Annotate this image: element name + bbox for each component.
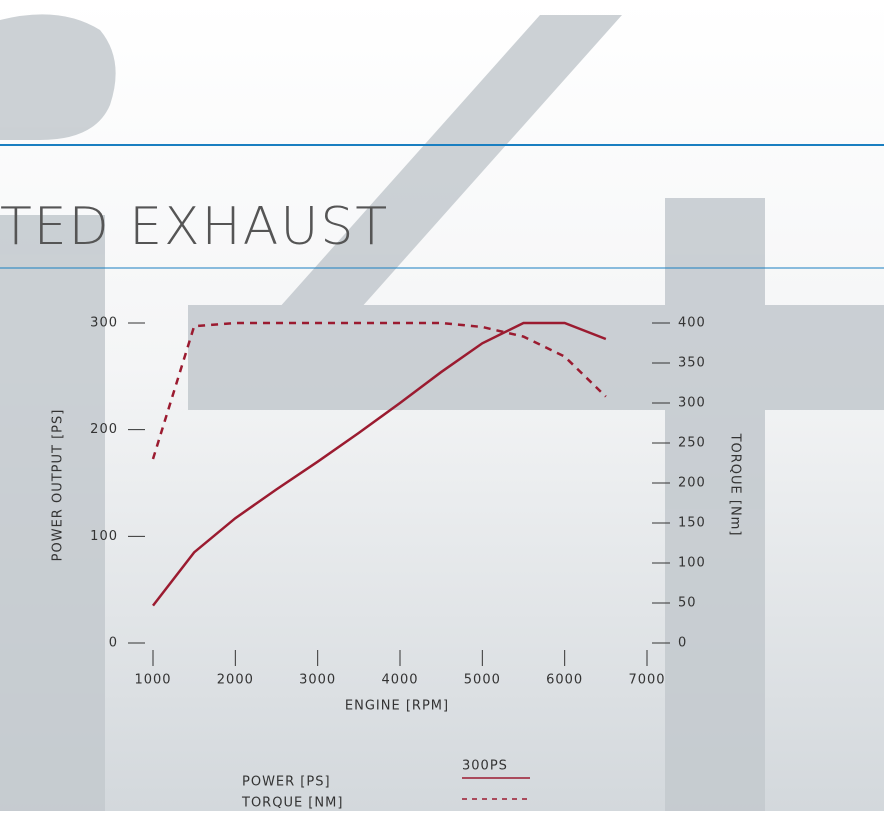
series-line — [151, 321, 607, 460]
legend-header: 300PS — [462, 759, 508, 774]
y2-tick-label: 400 — [678, 316, 706, 331]
y2-tick-label: 150 — [678, 516, 706, 531]
y-tick-label: 100 — [90, 529, 118, 544]
watermark — [0, 14, 884, 811]
x-tick-label: 5000 — [464, 673, 501, 688]
y2-tick-label: 300 — [678, 396, 706, 411]
y-tick-label: 0 — [109, 636, 118, 651]
heading: TED EXHAUST — [0, 197, 389, 257]
series-line — [152, 321, 607, 607]
y-tick-label: 200 — [90, 422, 118, 437]
legend-label: POWER [PS] — [242, 775, 331, 790]
y2-tick-label: 100 — [678, 556, 706, 571]
y2-tick-label: 350 — [678, 356, 706, 371]
x-tick-label: 4000 — [381, 673, 418, 688]
y2-tick-label: 200 — [678, 476, 706, 491]
legend-label: TORQUE [NM] — [241, 796, 343, 811]
x-tick-label: 3000 — [299, 673, 336, 688]
x-axis-label: ENGINE [RPM] — [345, 699, 449, 714]
x-tick-label: 2000 — [217, 673, 254, 688]
x-tick-label: 6000 — [546, 673, 583, 688]
x-tick-label: 1000 — [134, 673, 171, 688]
y2-tick-label: 50 — [678, 596, 697, 611]
y2-tick-label: 0 — [678, 636, 687, 651]
x-tick-label: 7000 — [628, 673, 665, 688]
y-tick-label: 300 — [90, 316, 118, 331]
y-axis-label: POWER OUTPUT [PS] — [51, 409, 66, 562]
y2-axis-label: TORQUE [Nm] — [728, 433, 743, 537]
y2-tick-label: 250 — [678, 436, 706, 451]
